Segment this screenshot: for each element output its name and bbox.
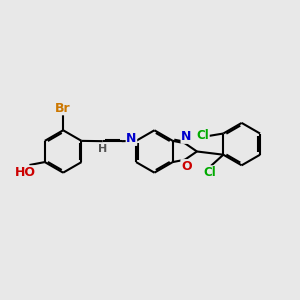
- Text: Br: Br: [55, 102, 71, 115]
- Text: H: H: [98, 144, 107, 154]
- Text: N: N: [126, 132, 136, 145]
- Text: Cl: Cl: [203, 166, 216, 179]
- Text: Cl: Cl: [196, 129, 209, 142]
- Text: N: N: [181, 130, 191, 143]
- Text: HO: HO: [15, 166, 36, 179]
- Text: O: O: [181, 160, 192, 173]
